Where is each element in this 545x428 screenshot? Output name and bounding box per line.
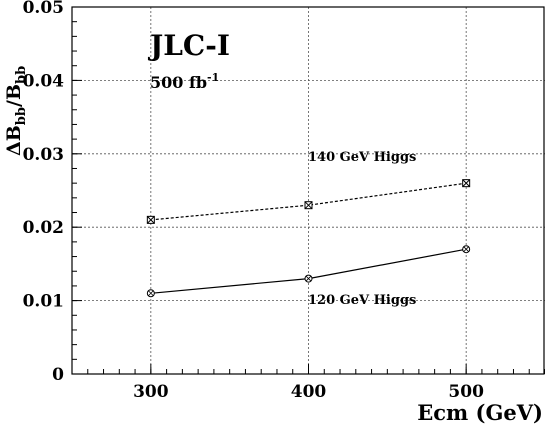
y-tick-label: 0.05 — [23, 0, 64, 18]
x-tick-label: 500 — [448, 382, 484, 402]
luminosity-exponent: -1 — [207, 71, 219, 84]
y-tick-label: 0.03 — [23, 145, 64, 165]
luminosity-label: 500 fb-1 — [150, 71, 219, 92]
ticks: 0 0.01 0.02 0.03 0.04 0.05 300 400 500 — [23, 0, 545, 402]
experiment-label: JLC-I — [147, 29, 230, 62]
series-label-140: 140 GeV Higgs — [308, 150, 416, 165]
data-point-cross — [463, 246, 469, 253]
luminosity-value: 500 fb — [150, 73, 207, 92]
series-layer — [146, 179, 471, 298]
y-tick-label: 0.01 — [23, 292, 64, 312]
grid — [72, 7, 545, 374]
y-tick-label: 0.02 — [23, 218, 64, 238]
y-axis-label-slash-b: /B — [3, 84, 25, 107]
y-tick-label: 0.04 — [23, 71, 65, 91]
y-axis-label-sub-2: bb — [14, 66, 29, 84]
y-axis-label-delta-b: ΔB — [3, 125, 25, 156]
data-point-cross — [462, 179, 471, 188]
x-axis-label: Ecm (GeV) — [417, 400, 543, 425]
y-tick-label: 0 — [52, 365, 64, 385]
series-label-120: 120 GeV Higgs — [308, 293, 416, 308]
y-axis-label: ΔBbb/Bbb — [3, 66, 29, 156]
x-tick-label: 400 — [291, 382, 327, 402]
plot-frame — [71, 6, 545, 375]
data-point-cross — [146, 216, 155, 224]
series-line-0 — [150, 182, 467, 221]
y-axis-label-sub-1: bb — [14, 107, 29, 125]
x-tick-label: 300 — [133, 382, 169, 402]
data-point-cross — [305, 275, 312, 282]
data-point-cross — [304, 201, 313, 210]
data-point-cross — [148, 290, 154, 297]
